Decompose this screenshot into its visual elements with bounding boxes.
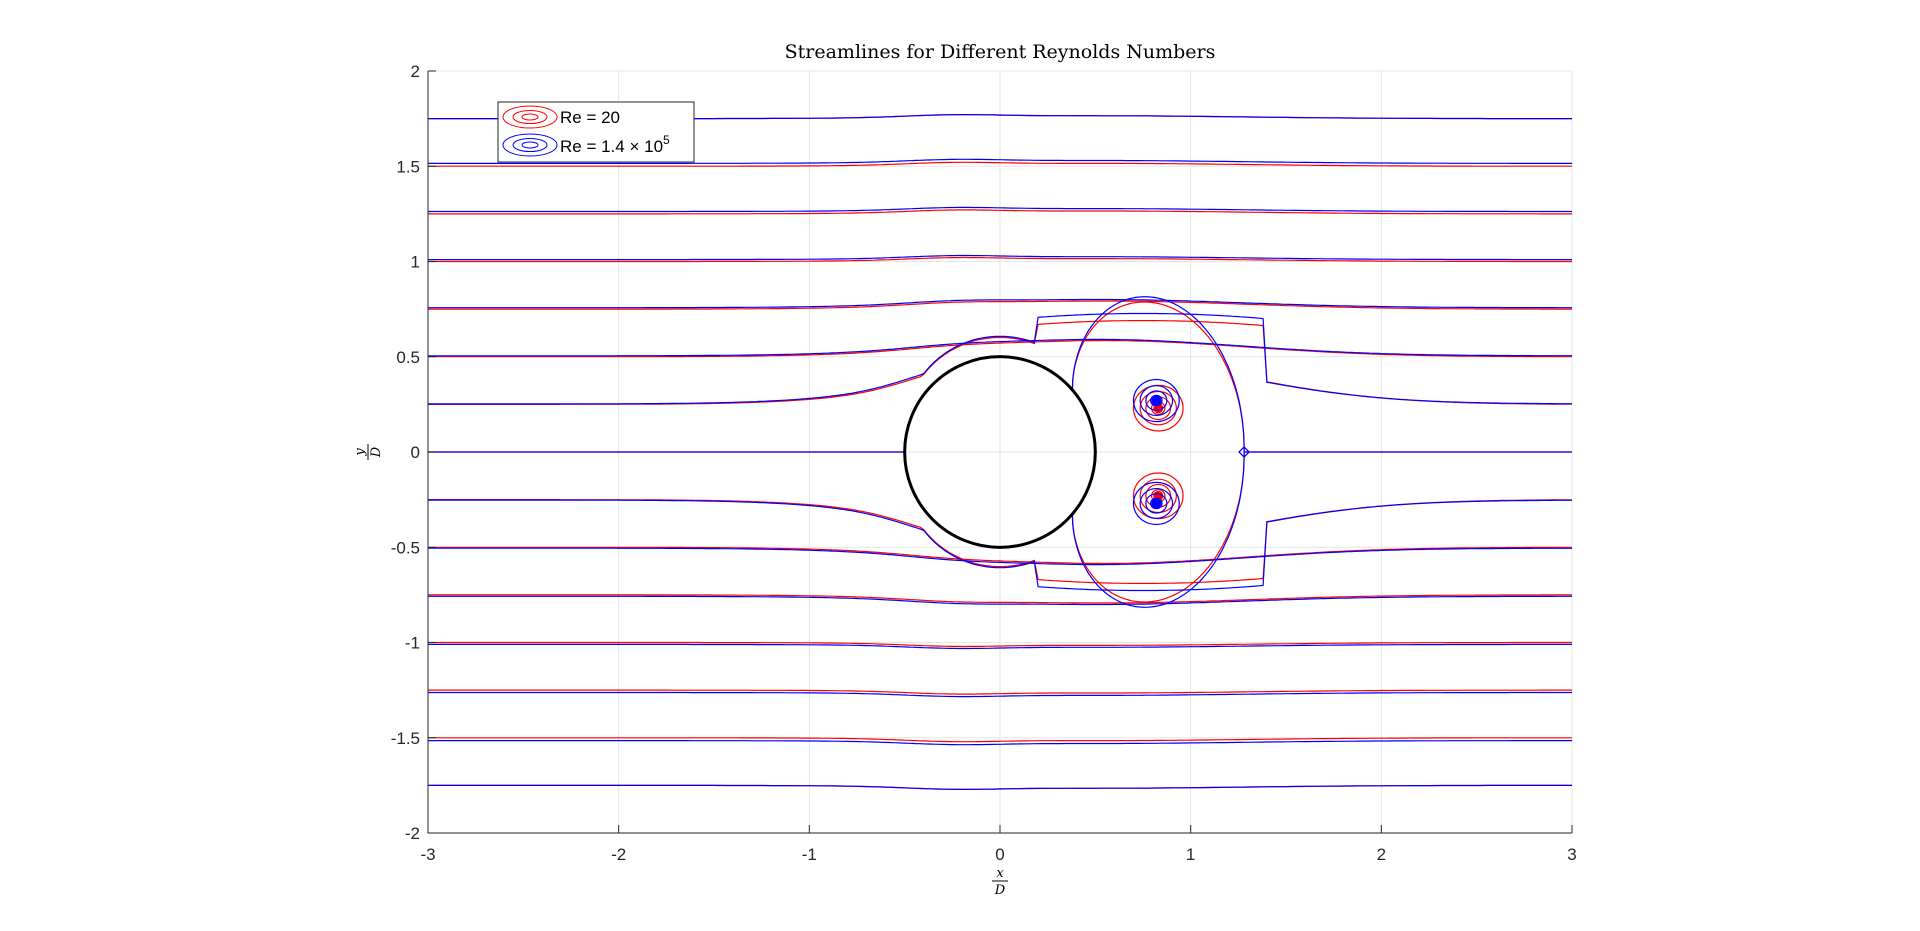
recirculation-bubble: [1071, 452, 1245, 608]
x-tick-labels: -3 -2 -1 0 1 2 3: [420, 845, 1576, 864]
streamline: [428, 161, 1572, 167]
streamline: [428, 547, 1572, 566]
y-tick-label: -0.5: [391, 538, 420, 557]
streamline: [428, 595, 1572, 606]
x-tick-label: -1: [802, 845, 817, 864]
streamline: [428, 499, 1572, 592]
streamline: [428, 689, 1572, 695]
y-tick-label: -1: [405, 634, 420, 653]
vortex-ring: [1145, 390, 1168, 411]
streamline: [428, 641, 1572, 648]
y-tick-label: 0.5: [396, 348, 420, 367]
legend: Re = 20 Re = 1.4 × 105: [497, 101, 695, 163]
streamline: [428, 206, 1572, 213]
streamline: [428, 546, 1572, 565]
y-tick-label: -2: [405, 824, 420, 843]
legend-label-re14e5: Re = 1.4 × 105: [560, 133, 670, 156]
legend-label-re20: Re = 20: [560, 108, 620, 127]
streamline: [428, 339, 1572, 358]
y-tick-labels: -2 -1.5 -1 -0.5 0 0.5 1 1.5 2: [391, 62, 420, 843]
vortex-center: [1151, 395, 1162, 406]
recirculation-bubble: [1071, 452, 1245, 603]
streamline: [428, 784, 1572, 790]
y-axis-label: y D: [353, 444, 384, 460]
vortex-ring: [1132, 481, 1180, 526]
x-tick-label: 2: [1377, 845, 1386, 864]
x-label-numerator: x: [996, 866, 1004, 881]
x-tick-label: 0: [995, 845, 1004, 864]
streamlines: [428, 114, 1572, 790]
streamline: [428, 740, 1572, 746]
legend-box: [497, 101, 695, 163]
y-label-denominator: D: [369, 446, 384, 458]
streamline: [428, 338, 1572, 357]
y-tick-label: 1: [411, 253, 420, 272]
legend-icon-re20: [502, 105, 558, 129]
streamline: [428, 691, 1572, 698]
streamline: [428, 300, 1572, 310]
streamline: [428, 643, 1572, 650]
streamline: [428, 209, 1572, 215]
y-tick-label: 2: [411, 62, 420, 81]
recirculation-bubble: [1071, 301, 1245, 452]
vortex-ring: [1139, 487, 1174, 519]
x-axis-label: x D: [992, 866, 1008, 898]
vortex-ring: [1145, 493, 1168, 514]
y-label-numerator: y: [353, 448, 368, 457]
chart-title: Streamlines for Different Reynolds Numbe…: [785, 41, 1216, 63]
x-tick-label: -3: [420, 845, 435, 864]
x-tick-label: -2: [611, 845, 626, 864]
streamline: [428, 737, 1572, 743]
stagnation-point: [1238, 446, 1250, 458]
y-tick-label: -1.5: [391, 729, 420, 748]
vortex-ring: [1132, 378, 1180, 423]
legend-icon-re14e5: [502, 133, 558, 157]
streamline: [428, 254, 1572, 261]
vortex-ring: [1150, 497, 1163, 510]
recirculation-bubble: [1071, 296, 1245, 452]
vortex-ring: [1139, 385, 1174, 417]
axes: [427, 70, 1573, 834]
streamline: [428, 256, 1572, 263]
streamline: [428, 594, 1572, 604]
streamline: [428, 312, 1572, 405]
y-tick-label: 0: [411, 443, 420, 462]
x-tick-label: 3: [1567, 845, 1576, 864]
vortex-center: [1151, 498, 1162, 509]
vortex-ring: [1150, 394, 1163, 407]
x-tick-label: 1: [1186, 845, 1195, 864]
x-label-denominator: D: [994, 883, 1006, 898]
y-tick-label: 1.5: [396, 157, 420, 176]
cylinder: [903, 355, 1097, 549]
streamline: [428, 298, 1572, 309]
streamline: [428, 158, 1572, 164]
